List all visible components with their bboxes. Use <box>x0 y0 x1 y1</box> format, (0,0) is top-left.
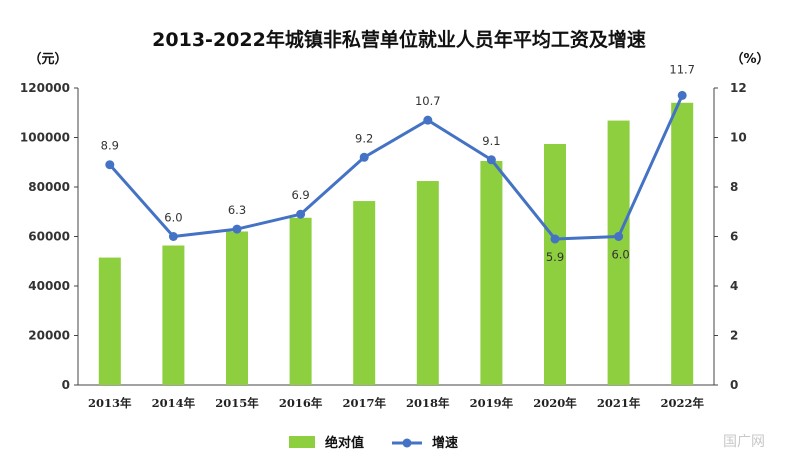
right-tick-label: 0 <box>730 378 738 392</box>
bar <box>544 143 566 385</box>
legend-bar-swatch <box>289 436 315 448</box>
left-tick-label: 0 <box>62 378 70 392</box>
x-tick-label: 2021年 <box>597 396 641 410</box>
legend-line-marker <box>402 438 412 448</box>
bar <box>162 245 185 385</box>
growth-data-label: 6.9 <box>291 188 309 202</box>
x-tick-label: 2018年 <box>406 396 450 410</box>
x-tick-label: 2015年 <box>215 396 259 410</box>
bar <box>416 181 439 385</box>
growth-point <box>550 234 560 244</box>
growth-data-label: 9.1 <box>482 134 500 148</box>
growth-point <box>486 155 496 165</box>
bar <box>353 201 376 385</box>
growth-data-label: 6.0 <box>611 248 629 262</box>
x-tick-label: 2020年 <box>533 396 577 410</box>
bar <box>98 257 121 385</box>
x-tick-label: 2019年 <box>470 396 514 410</box>
growth-data-label: 5.9 <box>546 250 564 264</box>
left-axis-unit: （元） <box>28 51 67 67</box>
left-tick-label: 120000 <box>20 81 70 95</box>
right-tick-label: 10 <box>730 131 747 145</box>
right-tick-label: 8 <box>730 180 738 194</box>
left-tick-label: 60000 <box>28 230 70 244</box>
growth-data-label: 6.0 <box>164 211 182 225</box>
right-tick-label: 6 <box>730 230 738 244</box>
left-tick-label: 80000 <box>28 180 70 194</box>
growth-point <box>677 90 687 100</box>
growth-point <box>232 224 242 234</box>
legend-label: 绝对值 <box>325 435 364 451</box>
watermark: 国广网 <box>723 434 765 450</box>
x-tick-label: 2014年 <box>152 396 196 410</box>
growth-point <box>423 115 433 125</box>
x-tick-label: 2016年 <box>279 396 323 410</box>
x-tick-label: 2017年 <box>342 396 386 410</box>
x-tick-label: 2013年 <box>88 396 132 410</box>
chart-title: 2013-2022年城镇非私营单位就业人员年平均工资及增速 <box>152 28 646 51</box>
growth-data-label: 9.2 <box>355 131 373 145</box>
bar <box>226 231 248 385</box>
right-tick-label: 12 <box>730 81 747 95</box>
plot-area: 0 20000 40000 60000 80000 100000 120000 0 2 4 6 8 10… <box>20 62 747 410</box>
bar <box>289 217 312 385</box>
growth-data-label: 11.7 <box>669 62 695 76</box>
growth-data-label: 10.7 <box>415 94 441 108</box>
bar <box>671 102 694 385</box>
left-tick-label: 100000 <box>20 131 70 145</box>
bar <box>480 161 503 385</box>
right-tick-label: 2 <box>730 329 738 343</box>
growth-line <box>108 94 684 241</box>
left-tick-label: 20000 <box>28 329 70 343</box>
bar <box>607 120 630 385</box>
growth-point <box>359 152 369 162</box>
right-axis-unit: （%） <box>730 51 769 67</box>
legend-label: 增速 <box>432 435 458 451</box>
growth-point <box>105 160 115 170</box>
growth-data-label: 6.3 <box>228 203 246 217</box>
legend: 绝对值 增速 <box>289 435 458 451</box>
left-tick-label: 40000 <box>28 279 70 293</box>
x-tick-label: 2022年 <box>660 396 704 410</box>
right-tick-label: 4 <box>730 279 738 293</box>
growth-point <box>614 232 624 241</box>
growth-point <box>296 209 306 219</box>
growth-data-label: 8.9 <box>101 139 119 153</box>
growth-point <box>168 232 178 241</box>
